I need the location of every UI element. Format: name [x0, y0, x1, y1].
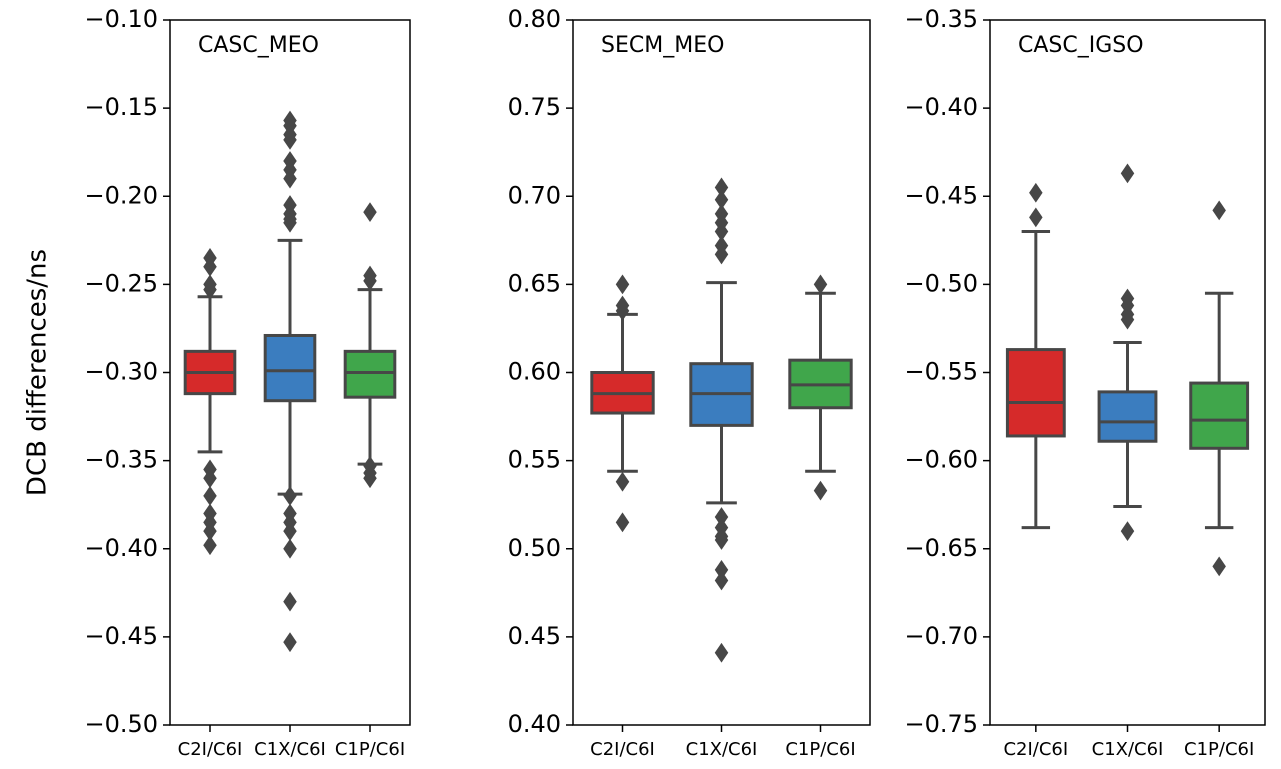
- outlier: [283, 212, 297, 233]
- x-tick-label: C1X/C6I: [1092, 739, 1164, 760]
- outlier: [283, 591, 297, 612]
- outlier: [1120, 521, 1135, 542]
- y-tick-label: −0.75: [904, 710, 978, 738]
- x-tick-label: C1X/C6I: [254, 739, 326, 760]
- outlier: [714, 221, 729, 242]
- panel-title: CASC_IGSO: [1018, 33, 1144, 58]
- outlier: [813, 480, 828, 501]
- outlier: [203, 279, 217, 300]
- outlier: [363, 468, 377, 489]
- outlier: [203, 521, 217, 542]
- y-tick-label: −0.70: [904, 622, 978, 650]
- y-tick-label: −0.35: [84, 446, 158, 474]
- x-tick-label: C1P/C6I: [785, 739, 855, 760]
- outlier: [615, 471, 630, 492]
- outlier: [714, 177, 729, 198]
- outlier: [615, 512, 630, 533]
- y-tick-label: 0.45: [508, 622, 561, 650]
- outlier: [283, 485, 297, 506]
- outlier: [615, 300, 630, 321]
- outlier: [714, 507, 729, 527]
- outlier: [363, 270, 377, 291]
- outlier: [615, 274, 630, 295]
- outlier: [714, 530, 729, 550]
- outlier: [813, 274, 828, 295]
- outlier: [714, 642, 729, 663]
- outlier: [203, 256, 217, 277]
- box: [1005, 348, 1066, 438]
- outlier: [714, 570, 729, 591]
- outlier: [1120, 309, 1135, 330]
- panel-title: SECM_MEO: [601, 33, 724, 58]
- outlier: [363, 202, 377, 223]
- outlier: [1212, 556, 1226, 577]
- x-tick-label: C1X/C6I: [686, 739, 758, 760]
- y-axis-label: DCB differences/ns: [23, 249, 53, 496]
- y-tick-label: −0.50: [904, 269, 978, 297]
- box: [263, 333, 317, 403]
- y-tick-label: 0.65: [508, 269, 561, 297]
- y-tick-label: −0.40: [904, 93, 978, 121]
- outlier: [1120, 163, 1135, 184]
- y-tick-label: 0.50: [508, 534, 561, 562]
- y-tick-label: −0.10: [84, 5, 158, 33]
- y-tick-label: −0.55: [904, 358, 978, 386]
- outlier: [203, 468, 217, 489]
- x-tick-label: C1P/C6I: [335, 739, 405, 760]
- y-tick-label: −0.60: [904, 446, 978, 474]
- outlier: [1212, 200, 1226, 221]
- outlier: [283, 129, 297, 150]
- y-tick-label: 0.60: [508, 358, 561, 386]
- y-tick-label: −0.20: [84, 181, 158, 209]
- outlier: [283, 538, 297, 559]
- x-tick-label: C2I/C6I: [1003, 739, 1068, 760]
- box: [1189, 381, 1250, 450]
- y-tick-label: −0.45: [84, 622, 158, 650]
- outlier: [714, 189, 729, 210]
- y-tick-label: −0.50: [84, 710, 158, 738]
- y-tick-label: −0.65: [904, 534, 978, 562]
- y-tick-label: 0.80: [508, 5, 561, 33]
- axes-frame: [989, 19, 1266, 726]
- outlier: [714, 244, 729, 265]
- outlier: [1029, 207, 1043, 228]
- axes-frame: [572, 19, 871, 726]
- y-tick-label: −0.35: [904, 5, 978, 33]
- outlier: [203, 535, 217, 556]
- panel-title: CASC_MEO: [198, 33, 319, 58]
- outlier: [203, 485, 217, 506]
- x-tick-label: C2I/C6I: [178, 739, 243, 760]
- y-tick-label: −0.25: [84, 269, 158, 297]
- y-tick-label: 0.70: [508, 181, 561, 209]
- outlier: [283, 632, 297, 653]
- y-tick-label: −0.30: [84, 358, 158, 386]
- outlier: [283, 521, 297, 542]
- y-tick-label: 0.75: [508, 93, 561, 121]
- box: [343, 349, 397, 399]
- outlier: [1029, 182, 1043, 203]
- x-tick-label: C1P/C6I: [1184, 739, 1254, 760]
- y-tick-label: −0.45: [904, 181, 978, 209]
- outlier: [283, 168, 297, 189]
- y-tick-label: −0.40: [84, 534, 158, 562]
- outlier: [714, 560, 729, 580]
- y-tick-label: 0.55: [508, 446, 561, 474]
- axes-frame: [169, 19, 411, 726]
- x-tick-label: C2I/C6I: [590, 739, 655, 760]
- y-tick-label: −0.15: [84, 93, 158, 121]
- y-tick-label: 0.40: [508, 710, 561, 738]
- box: [1097, 390, 1158, 443]
